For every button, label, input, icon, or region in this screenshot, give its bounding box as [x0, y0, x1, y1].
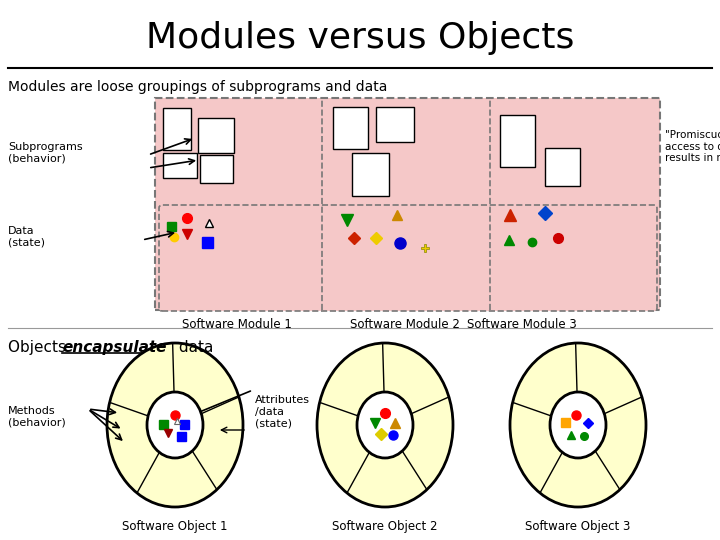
- Text: encapsulate: encapsulate: [62, 340, 166, 355]
- Text: Software Object 3: Software Object 3: [526, 520, 631, 533]
- Bar: [163, 108, 191, 150]
- Text: Data
(state): Data (state): [8, 226, 45, 248]
- Text: Subprograms
(behavior): Subprograms (behavior): [8, 142, 83, 164]
- Bar: [198, 118, 234, 153]
- Ellipse shape: [317, 343, 453, 507]
- Ellipse shape: [550, 392, 606, 458]
- Bar: [159, 420, 168, 429]
- Bar: [376, 107, 414, 142]
- Ellipse shape: [107, 343, 243, 507]
- Ellipse shape: [147, 392, 203, 458]
- Bar: [163, 153, 197, 178]
- Text: Objects: Objects: [8, 340, 71, 355]
- Bar: [561, 418, 570, 427]
- Text: Software Module 2: Software Module 2: [350, 318, 460, 331]
- Bar: [180, 420, 189, 429]
- Text: Software Module 3: Software Module 3: [467, 318, 577, 331]
- Text: data: data: [174, 340, 213, 355]
- Bar: [200, 155, 233, 183]
- Text: Modules are loose groupings of subprograms and data: Modules are loose groupings of subprogra…: [8, 80, 387, 94]
- Bar: [177, 432, 186, 441]
- Text: Modules versus Objects: Modules versus Objects: [146, 21, 574, 55]
- Ellipse shape: [357, 392, 413, 458]
- Text: "Promiscuous"
access to data often
results in misuse: "Promiscuous" access to data often resul…: [665, 130, 720, 163]
- Text: Software Module 1: Software Module 1: [182, 318, 292, 331]
- FancyBboxPatch shape: [155, 98, 660, 310]
- Bar: [545, 148, 580, 186]
- Text: Methods
(behavior): Methods (behavior): [8, 406, 66, 428]
- Text: Software Object 2: Software Object 2: [332, 520, 438, 533]
- FancyBboxPatch shape: [159, 205, 657, 311]
- Text: Software Object 1: Software Object 1: [122, 520, 228, 533]
- Bar: [500, 115, 535, 167]
- Bar: [167, 222, 176, 231]
- Bar: [202, 237, 213, 248]
- Text: Attributes
/data
(state): Attributes /data (state): [255, 395, 310, 428]
- Bar: [352, 153, 389, 196]
- Ellipse shape: [510, 343, 646, 507]
- Bar: [333, 107, 368, 149]
